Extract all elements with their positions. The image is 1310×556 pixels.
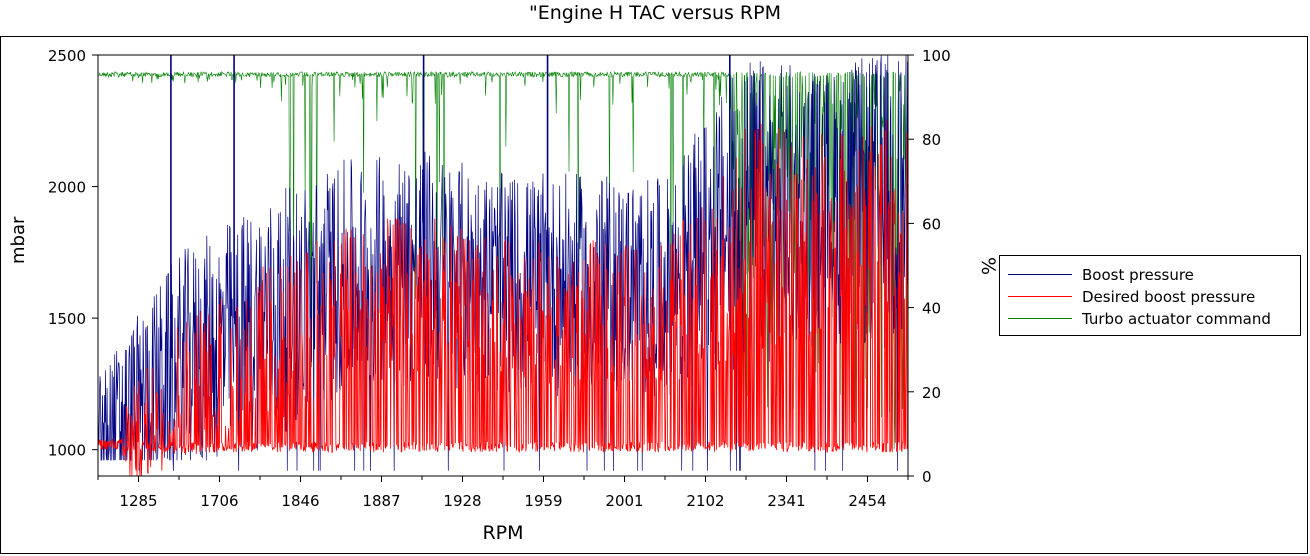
x-tick-label-9: 2454	[848, 492, 886, 510]
x-tick-label-7: 2102	[686, 492, 724, 510]
y2-axis-title: %	[977, 257, 999, 275]
legend-swatch-boost	[1008, 274, 1072, 275]
series-line-boost	[98, 55, 908, 471]
y2-tick-label-60: 60	[922, 215, 941, 233]
legend-label-boost: Boost pressure	[1082, 266, 1194, 284]
y2-tick-label-100: 100	[922, 47, 951, 65]
legend-label-turbo: Turbo actuator command	[1082, 310, 1271, 328]
y-tick-label-2500: 2500	[48, 47, 86, 65]
legend-swatch-turbo	[1008, 318, 1072, 319]
y2-tick-label-40: 40	[922, 300, 941, 318]
x-tick-label-4: 1928	[443, 492, 481, 510]
x-tick-label-0: 1285	[119, 492, 157, 510]
y2-tick-label-20: 20	[922, 384, 941, 402]
y2-tick-label-80: 80	[922, 131, 941, 149]
y-axis-title: mbar	[8, 216, 29, 264]
chart-title: "Engine H TAC versus RPM	[528, 2, 781, 24]
x-tick-label-6: 2001	[605, 492, 643, 510]
y-tick-label-1000: 1000	[48, 442, 86, 460]
y-tick-label-1500: 1500	[48, 310, 86, 328]
legend-item-boost: Boost pressure	[1008, 265, 1298, 285]
x-tick-label-5: 1959	[524, 492, 562, 510]
chart-frame	[0, 36, 1308, 554]
legend-item-turbo: Turbo actuator command	[1008, 309, 1298, 329]
y-tick-label-2000: 2000	[48, 179, 86, 197]
series-group	[98, 55, 908, 476]
x-axis-title: RPM	[482, 522, 523, 544]
legend: Boost pressure Desired boost pressure Tu…	[999, 255, 1301, 336]
x-tick-label-1: 1706	[200, 492, 238, 510]
legend-swatch-desired	[1008, 296, 1072, 297]
x-tick-label-3: 1887	[362, 492, 400, 510]
y2-tick-label-0: 0	[922, 468, 932, 486]
x-tick-label-2: 1846	[281, 492, 319, 510]
x-tick-label-8: 2341	[767, 492, 805, 510]
legend-label-desired: Desired boost pressure	[1082, 288, 1256, 306]
series-line-desired	[98, 119, 908, 476]
legend-item-desired: Desired boost pressure	[1008, 287, 1298, 307]
